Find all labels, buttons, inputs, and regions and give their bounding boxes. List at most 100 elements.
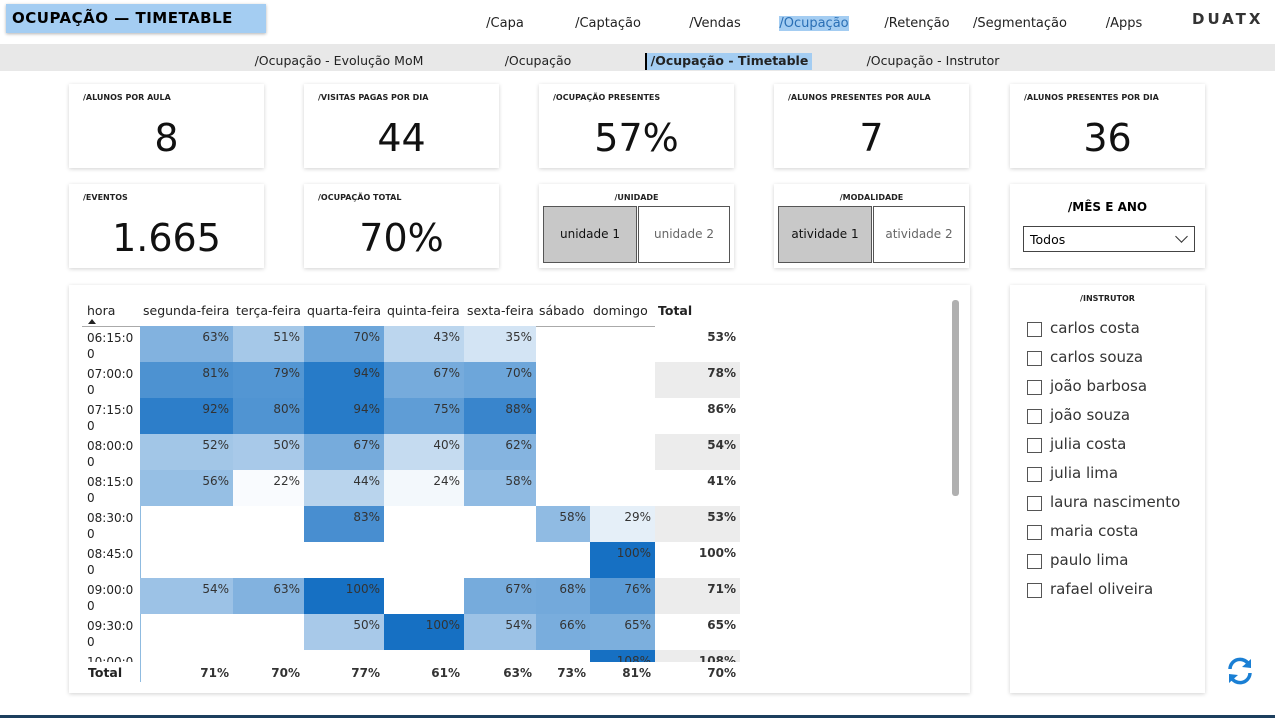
matrix-cell: 81% — [140, 362, 233, 398]
matrix-cell: 35% — [464, 326, 536, 362]
instructor-option[interactable]: paulo lima — [1050, 551, 1129, 569]
matrix-cell — [536, 470, 590, 506]
column-header: sexta-feira — [467, 303, 534, 318]
kpi-value: 70% — [359, 216, 444, 260]
matrix-cell: 50% — [304, 614, 384, 650]
kpi-card: /EVENTOS 1.665 — [69, 184, 264, 268]
subnav-tab[interactable]: /Ocupação - Evolução MoM — [254, 53, 424, 68]
matrix-cell — [304, 542, 384, 578]
instructor-option[interactable]: rafael oliveira — [1050, 580, 1154, 598]
instructor-option[interactable]: laura nascimento — [1050, 493, 1181, 511]
nav-tab[interactable]: /Vendas — [689, 16, 741, 31]
checkbox[interactable] — [1027, 525, 1042, 540]
nav-tab[interactable]: /Ocupação — [754, 16, 874, 31]
matrix-cell: 53% — [655, 326, 740, 362]
matrix-cell: 52% — [140, 434, 233, 470]
slicer-button[interactable]: atividade 1 — [778, 206, 872, 263]
nav-tab[interactable]: /Apps — [1105, 16, 1143, 31]
kpi-card: /OCUPAÇÃO TOTAL 70% — [304, 184, 499, 268]
hour-label: 08:30:00 — [87, 511, 134, 541]
nav-tab[interactable]: /Retenção — [884, 16, 950, 31]
total-cell: 77% — [351, 666, 380, 680]
slicer-button[interactable]: unidade 1 — [543, 206, 637, 263]
date-card: /MÊS E ANO Todos — [1010, 184, 1205, 268]
checkbox[interactable] — [1027, 322, 1042, 337]
slicer-button[interactable]: atividade 2 — [873, 206, 965, 263]
instructor-option[interactable]: maria costa — [1050, 522, 1139, 540]
checkbox[interactable] — [1027, 496, 1042, 511]
checkbox[interactable] — [1027, 583, 1042, 598]
matrix-cell — [384, 650, 464, 662]
matrix-cell: 63% — [233, 578, 304, 614]
matrix-cell: 108% — [655, 650, 740, 662]
total-cell: 61% — [431, 666, 460, 680]
instructor-option[interactable]: julia costa — [1050, 435, 1127, 453]
matrix-cell — [464, 542, 536, 578]
column-header: segunda-feira — [143, 303, 230, 318]
slicer-card: /MODALIDADE atividade 1 atividade 2 — [774, 184, 969, 268]
matrix-cell: 76% — [590, 578, 655, 614]
matrix-cell: 100% — [655, 542, 740, 578]
matrix-cell: 22% — [233, 470, 304, 506]
matrix-cell — [140, 614, 233, 650]
kpi-label: /ALUNOS POR AULA — [83, 93, 171, 102]
checkbox[interactable] — [1027, 380, 1042, 395]
checkbox[interactable] — [1027, 438, 1042, 453]
matrix-cell: 67% — [464, 578, 536, 614]
matrix-cell: 100% — [590, 542, 655, 578]
matrix-cell: 68% — [536, 578, 590, 614]
matrix-cell: 67% — [384, 362, 464, 398]
matrix-cell: 63% — [140, 326, 233, 362]
title-box: OCUPAÇÃO — TIMETABLE — [6, 4, 266, 33]
nav-active[interactable]: /Ocupação — [779, 16, 849, 31]
logo: DUATX — [1192, 10, 1264, 28]
kpi-value: 44 — [377, 116, 426, 160]
matrix-card: hora segunda-feira terça-feira quarta-feira… — [69, 285, 970, 693]
checkbox[interactable] — [1027, 554, 1042, 569]
nav-tab[interactable]: /Segmentação — [973, 16, 1067, 31]
checkbox[interactable] — [1027, 467, 1042, 482]
refresh-icon[interactable] — [1224, 655, 1256, 687]
matrix-cell — [140, 542, 233, 578]
matrix-cell: 41% — [655, 470, 740, 506]
instructor-option[interactable]: carlos souza — [1050, 348, 1144, 366]
kpi-label: /EVENTOS — [83, 193, 128, 202]
subnav-tab[interactable]: /Ocupação — [504, 53, 572, 68]
subnav-tab[interactable]: /Ocupação - Timetable — [645, 53, 812, 70]
total-cell: 70% — [271, 666, 300, 680]
slicer-card: /UNIDADE unidade 1 unidade 2 — [539, 184, 734, 268]
matrix-cell: 66% — [536, 614, 590, 650]
subnav-tab[interactable]: /Ocupação - Instrutor — [866, 53, 1000, 68]
total-cell: 70% — [707, 666, 736, 680]
checkbox[interactable] — [1027, 409, 1042, 424]
matrix-cell: 29% — [590, 506, 655, 542]
slicer-label: /MODALIDADE — [839, 193, 904, 202]
kpi-value: 7 — [859, 116, 884, 160]
column-header: quinta-feira — [387, 303, 460, 318]
instructor-option[interactable]: joão souza — [1050, 406, 1131, 424]
slicer-button[interactable]: unidade 2 — [638, 206, 730, 263]
matrix-cell: 70% — [304, 326, 384, 362]
dropdown-arrow — [1175, 230, 1188, 243]
matrix-cell: 108% — [590, 650, 655, 662]
hour-label: 07:15:00 — [87, 403, 134, 433]
instructor-option[interactable]: julia lima — [1050, 464, 1119, 482]
instructor-option[interactable]: joão barbosa — [1050, 377, 1148, 395]
hour-label: 06:15:00 — [87, 331, 134, 361]
refresh-button[interactable] — [1224, 655, 1256, 687]
total-label: Total — [88, 665, 123, 680]
kpi-value: 57% — [594, 116, 679, 160]
instructor-card: /INSTRUTOR carlos costa carlos souza joão b… — [1010, 285, 1205, 693]
matrix-cell: 43% — [384, 326, 464, 362]
matrix-cell: 88% — [464, 398, 536, 434]
checkbox[interactable] — [1027, 351, 1042, 366]
instructor-option[interactable]: carlos costa — [1050, 319, 1140, 337]
kpi-label: /OCUPAÇÃO TOTAL — [318, 193, 402, 202]
matrix-cell: 83% — [304, 506, 384, 542]
nav-tab[interactable]: /Capa — [486, 16, 524, 31]
matrix-cell: 56% — [140, 470, 233, 506]
dropdown[interactable]: Todos — [1023, 226, 1195, 252]
nav-tab[interactable]: /Captação — [575, 16, 641, 31]
matrix-cell — [536, 650, 590, 662]
